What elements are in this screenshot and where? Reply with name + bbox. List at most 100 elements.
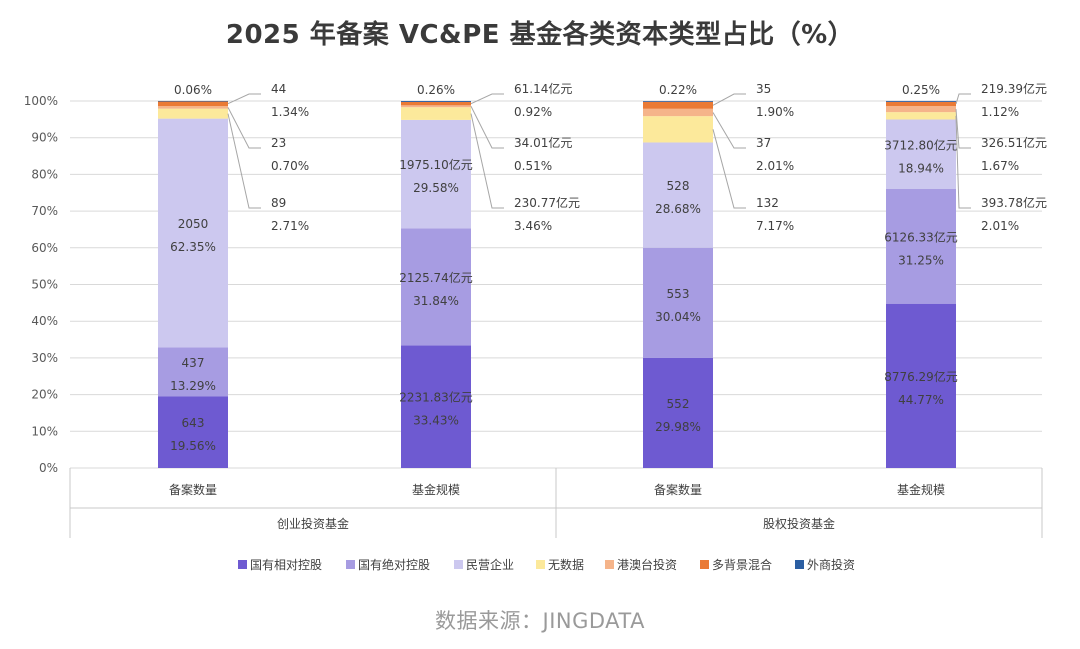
bar-segment-2 (401, 228, 471, 346)
callout-label-count: 61.14亿元 (514, 81, 572, 96)
bar-segment-3 (158, 118, 228, 348)
callout-label-count: 326.51亿元 (981, 135, 1047, 150)
data-label-percent: 30.04% (655, 310, 701, 324)
data-label-percent: 28.68% (655, 202, 701, 216)
callout-label-count: 230.77亿元 (514, 195, 580, 210)
callout-label-count: 132 (756, 196, 779, 210)
bar-segment-2 (643, 247, 713, 358)
bar-segment-1 (886, 303, 956, 468)
leader-line (470, 106, 504, 149)
data-label-count: 553 (667, 287, 690, 301)
bar-segment-5 (158, 106, 228, 109)
data-label-count: 2050 (178, 217, 209, 231)
y-tick-label: 10% (31, 424, 58, 438)
x-category-label: 备案数量 (169, 482, 217, 497)
x-category-label: 基金规模 (897, 482, 945, 497)
legend-swatch (536, 560, 545, 569)
y-tick-label: 20% (31, 388, 58, 402)
leader-line (955, 115, 971, 209)
data-label-count: 437 (182, 356, 205, 370)
bar-segment-7 (643, 101, 713, 102)
callout-label-count: 89 (271, 196, 286, 210)
bar-segment-3 (643, 142, 713, 248)
data-label-top-percent: 0.06% (174, 83, 212, 97)
y-tick-label: 90% (31, 131, 58, 145)
callout-label-count: 34.01亿元 (514, 135, 572, 150)
callout-label-percent: 2.01% (981, 219, 1019, 233)
leader-line (712, 129, 746, 209)
data-label-percent: 29.98% (655, 420, 701, 434)
callout-label-count: 393.78亿元 (981, 195, 1047, 210)
data-label-count: 6126.33亿元 (884, 229, 958, 244)
chart-title: 2025 年备案 VC&PE 基金各类资本类型占比（%） (225, 20, 855, 50)
data-label-top-percent: 0.22% (659, 83, 697, 97)
bar-segment-4 (643, 116, 713, 143)
legend-swatch (605, 560, 614, 569)
callout-label-count: 35 (756, 82, 771, 96)
bar-segment-4 (886, 112, 956, 120)
bar-segment-2 (158, 347, 228, 397)
leader-line (470, 113, 504, 209)
leader-line (470, 93, 504, 105)
callout-label-percent: 2.71% (271, 219, 309, 233)
callout-label-count: 37 (756, 136, 771, 150)
callout-label-percent: 0.70% (271, 159, 309, 173)
data-label-count: 552 (667, 397, 690, 411)
bar-segment-2 (886, 189, 956, 304)
bar-segment-6 (158, 101, 228, 107)
bar-segment-7 (158, 100, 228, 102)
callout-label-percent: 1.90% (756, 105, 794, 119)
leader-line (227, 107, 261, 149)
data-label-count: 643 (182, 416, 205, 430)
bar-segment-7 (401, 101, 471, 102)
bar-segment-3 (886, 119, 956, 190)
data-label-percent: 62.35% (170, 240, 216, 254)
legend-label: 外商投资 (807, 557, 855, 572)
legend-label: 无数据 (548, 557, 584, 572)
bar-segment-1 (643, 357, 713, 468)
data-label-percent: 13.29% (170, 379, 216, 393)
data-label-count: 2125.74亿元 (399, 270, 473, 285)
legend-label: 国有相对控股 (250, 558, 322, 572)
callout-label-percent: 1.12% (981, 105, 1019, 119)
legend-swatch (700, 560, 709, 569)
callout-label-count: 23 (271, 136, 286, 150)
data-label-percent: 29.58% (413, 181, 459, 195)
data-source: 数据来源：JINGDATA (435, 609, 645, 633)
data-label-count: 3712.80亿元 (884, 137, 958, 152)
x-group-label: 创业投资基金 (277, 516, 349, 531)
data-label-percent: 31.25% (898, 253, 944, 267)
callout-label-percent: 2.01% (756, 159, 794, 173)
callout-label-percent: 3.46% (514, 219, 552, 233)
leader-line (712, 112, 746, 149)
y-tick-label: 60% (31, 241, 58, 255)
bar-segment-4 (401, 107, 471, 120)
legend-label: 民营企业 (466, 557, 514, 572)
y-tick-label: 40% (31, 314, 58, 328)
y-tick-label: 30% (31, 351, 58, 365)
x-category-label: 基金规模 (412, 482, 460, 497)
data-label-percent: 18.94% (898, 161, 944, 175)
callout-label-percent: 7.17% (756, 219, 794, 233)
data-label-percent: 33.43% (413, 414, 459, 428)
leader-line (955, 93, 971, 105)
data-label-percent: 31.84% (413, 294, 459, 308)
callout-label-percent: 0.51% (514, 159, 552, 173)
bar-segment-4 (158, 108, 228, 119)
data-label-top-percent: 0.25% (902, 83, 940, 97)
y-tick-label: 100% (24, 94, 58, 108)
leader-line (227, 113, 261, 209)
leader-line (227, 93, 261, 105)
legend-swatch (346, 560, 355, 569)
legend-swatch (795, 560, 804, 569)
legend-label: 国有绝对控股 (358, 557, 430, 572)
x-category-label: 备案数量 (654, 482, 702, 497)
callout-label-percent: 0.92% (514, 105, 552, 119)
leader-line (712, 93, 746, 106)
bar-segment-5 (643, 108, 713, 117)
bar-segment-7 (886, 100, 956, 102)
bar-segment-5 (886, 105, 956, 113)
bar-segment-1 (158, 396, 228, 468)
data-label-count: 8776.29亿元 (884, 369, 958, 384)
data-label-count: 2231.83亿元 (399, 390, 473, 405)
